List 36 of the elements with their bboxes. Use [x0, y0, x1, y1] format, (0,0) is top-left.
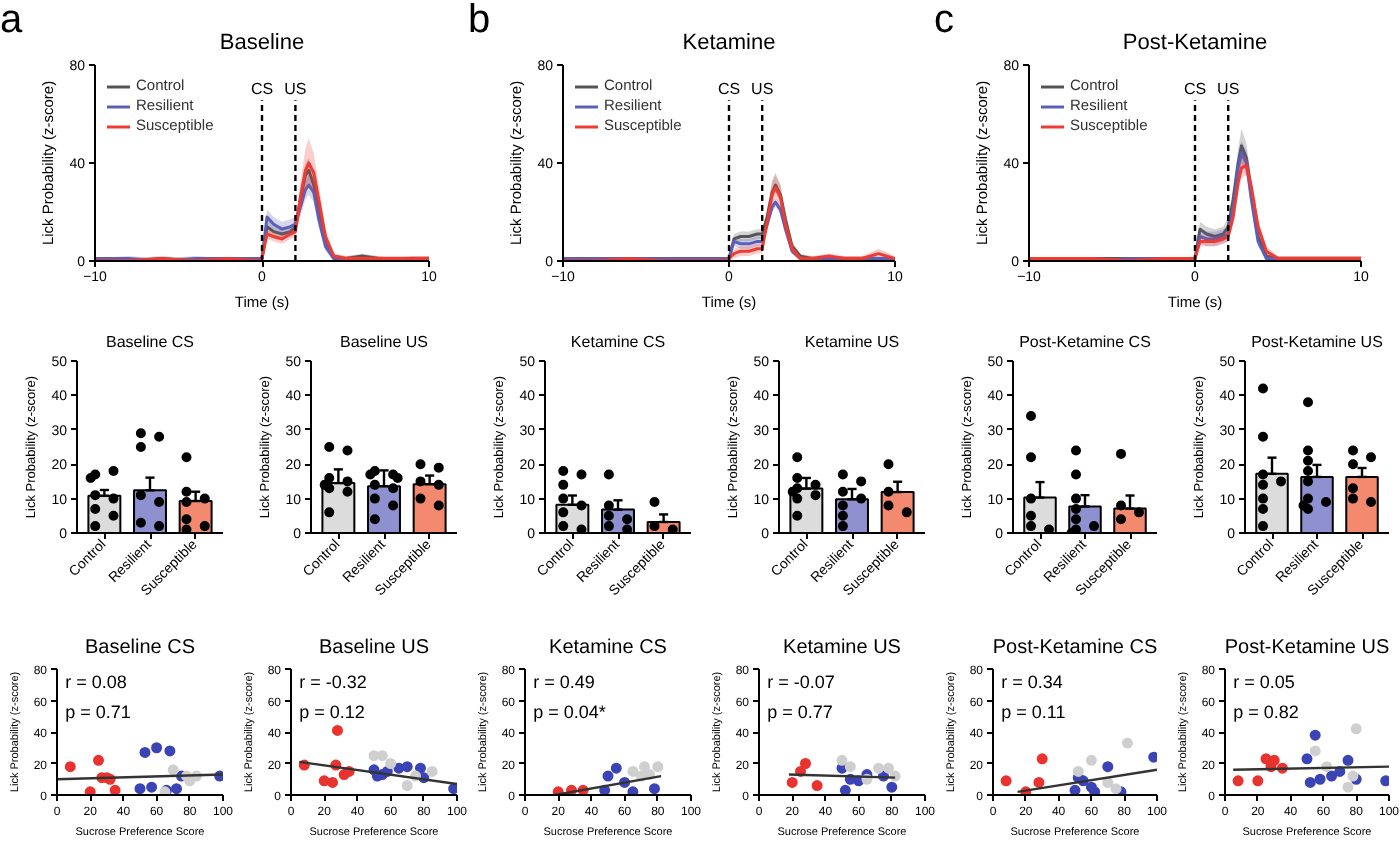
annotation: r = 0.49	[533, 671, 595, 692]
chart-title: Baseline	[219, 31, 305, 55]
chart-title: Ketamine CS	[570, 333, 666, 351]
ref-line-label: US	[751, 80, 774, 99]
annotation: p = 0.82	[1233, 701, 1299, 722]
ref-line-label: US	[284, 80, 307, 99]
annotation: p = 0.11	[1001, 701, 1066, 722]
annotation: r = 0.34	[1001, 671, 1063, 692]
chart-title: Baseline US	[339, 333, 429, 351]
annotation: r = -0.07	[767, 671, 835, 692]
annotation: r = -0.32	[299, 671, 367, 692]
ref-line-label: CS	[1183, 80, 1207, 99]
annotation: p = 0.12	[299, 701, 365, 722]
ref-line-label: CS	[250, 80, 274, 99]
annotation: r = 0.05	[1233, 671, 1295, 692]
text: c	[934, 0, 954, 42]
ref-line-label: CS	[717, 80, 741, 99]
chart-title: Baseline US	[318, 637, 430, 659]
chart-title: Post-Ketamine CS	[1019, 333, 1151, 351]
chart-title: Post-Ketamine CS	[992, 637, 1158, 659]
chart-title: Post-Ketamine US	[1251, 333, 1383, 351]
chart-title: Post-Ketamine US	[1224, 637, 1390, 659]
chart-title: Post-Ketamine	[1122, 31, 1268, 55]
annotation: p = 0.04*	[533, 701, 607, 722]
chart-title: Ketamine US	[804, 333, 900, 351]
chart-title: Ketamine US	[783, 637, 902, 659]
chart-title: Ketamine	[682, 31, 776, 55]
text: a	[0, 0, 23, 42]
chart-title: Baseline CS	[84, 637, 196, 659]
chart-title: Ketamine CS	[549, 637, 668, 659]
chart-title: Baseline CS	[105, 333, 195, 351]
text: b	[468, 0, 491, 42]
annotation: p = 0.71	[65, 701, 131, 722]
ref-line-label: US	[1217, 80, 1240, 99]
annotation: r = 0.08	[65, 671, 127, 692]
annotation: p = 0.77	[767, 701, 833, 722]
